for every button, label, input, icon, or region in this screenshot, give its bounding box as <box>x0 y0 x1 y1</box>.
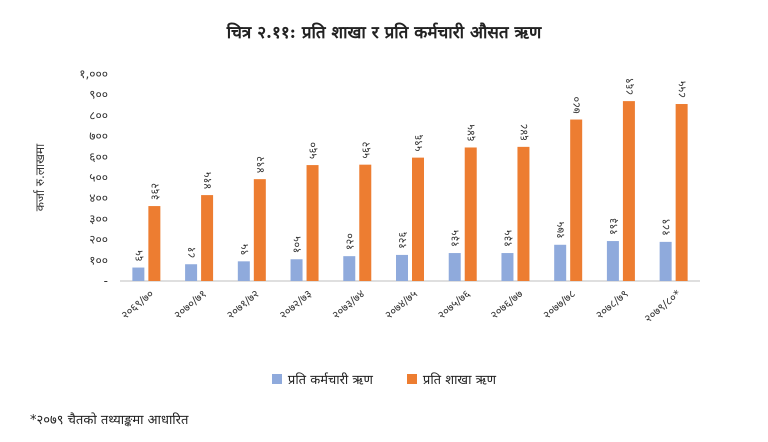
data-label-branch: ५६० <box>307 142 320 159</box>
data-label-staff: १७५ <box>554 221 567 238</box>
x-tick-label: २०७०/७१ <box>172 287 209 321</box>
legend-label-staff: प्रति कर्मचारी ऋण <box>287 373 373 388</box>
x-tick-label: २०६९/७० <box>119 287 157 322</box>
data-label-branch: ३६२ <box>148 183 161 200</box>
bar-branch <box>412 157 424 281</box>
bar-branch <box>622 101 635 281</box>
x-tick-label: २०७१/७२ <box>224 287 261 321</box>
footnote: *२०७९ चैतको तथ्याङ्कमा आधारित <box>30 413 189 428</box>
legend-swatch-staff <box>271 374 282 384</box>
data-label-branch: ५६२ <box>359 141 372 158</box>
data-label-staff: १३५ <box>449 230 462 247</box>
x-tick-label: २०७२/७३ <box>277 287 314 321</box>
data-label-branch: ८६९ <box>623 78 636 95</box>
y-tick-label: ९०० <box>89 88 108 102</box>
data-label-staff: १९३ <box>607 218 620 235</box>
x-tick-label: २०७९/८०* <box>642 287 684 325</box>
bar-branch <box>201 195 214 281</box>
data-label-branch: ४९२ <box>254 156 267 173</box>
bar-staff <box>343 256 356 281</box>
x-tick-label: २०७६/७७ <box>488 287 526 322</box>
y-tick-label: २०० <box>89 233 108 247</box>
bar-branch <box>570 119 583 281</box>
data-label-staff: १२० <box>343 233 356 250</box>
data-label-branch: ६४८ <box>517 123 530 140</box>
data-label-staff: १३५ <box>501 230 514 247</box>
data-label-branch: ६४५ <box>465 124 478 141</box>
bar-staff <box>606 241 619 281</box>
chart-labels: ६५ ३६२ ८१ ४१५ ९५ ४९२ १०५ ५६० १२० ५६२ १२६ ५९६ १३५ ६४५ १… <box>132 78 688 262</box>
legend-swatch-branch <box>406 374 417 384</box>
y-tick-label: ४०० <box>89 191 108 205</box>
bar-staff <box>132 267 145 281</box>
bar-branch <box>253 179 266 281</box>
bar-branch <box>359 164 372 281</box>
bar-branch <box>148 206 161 281</box>
bar-branch <box>306 165 319 281</box>
bar-branch <box>517 146 530 281</box>
y-tick-label: ८०० <box>89 108 108 122</box>
bar-staff <box>448 253 461 281</box>
legend-label-branch: प्रति शाखा ऋण <box>422 373 497 388</box>
data-label-branch: ७८० <box>570 96 583 113</box>
y-tick-label: ३०० <box>89 212 108 226</box>
data-label-staff: ६५ <box>132 250 145 262</box>
y-tick-label: १,००० <box>79 67 108 81</box>
legend-item-branch: प्रति शाखा ऋण <box>406 370 497 388</box>
y-axis-label: कर्जा रु.लाखमा <box>33 143 47 211</box>
x-tick-label: २०७३/७४ <box>330 287 368 322</box>
y-tick-label: ५०० <box>89 171 108 185</box>
x-tick-label: २०७७/७८ <box>541 287 579 322</box>
data-label-staff: १२६ <box>396 231 409 248</box>
data-label-staff: ८१ <box>185 247 198 258</box>
y-tick-label: ६०० <box>89 150 108 164</box>
data-label-branch: ८५५ <box>676 81 689 98</box>
data-label-staff: १०५ <box>291 236 304 253</box>
y-tick-label: १०० <box>89 253 108 267</box>
data-label-branch: ५९६ <box>412 134 425 151</box>
chart-bars <box>132 101 688 281</box>
bar-staff <box>237 261 250 281</box>
x-tick-label: २०७८/७९ <box>593 287 630 321</box>
bar-staff <box>554 244 567 281</box>
x-tick-label: २०७५/७६ <box>435 287 473 322</box>
bar-staff <box>659 241 672 281</box>
chart-legend: प्रति कर्मचारी ऋण प्रति शाखा ऋण <box>0 370 768 388</box>
data-label-staff: ९५ <box>238 244 251 256</box>
bar-staff <box>185 264 198 281</box>
x-tick-label: २०७४/७५ <box>382 287 420 322</box>
data-label-branch: ४१५ <box>201 172 214 189</box>
bar-branch <box>675 104 688 281</box>
bar-branch <box>464 147 477 281</box>
y-tick-label: - <box>104 274 108 288</box>
data-label-staff: १८९ <box>660 219 673 236</box>
chart-title: चित्र २.११: प्रति शाखा र प्रति कर्मचारी … <box>226 23 542 43</box>
bar-staff <box>290 259 303 281</box>
y-tick-label: ७०० <box>89 129 108 143</box>
bar-staff <box>396 254 408 281</box>
legend-item-staff: प्रति कर्मचारी ऋण <box>271 370 373 388</box>
bar-staff <box>501 253 514 281</box>
